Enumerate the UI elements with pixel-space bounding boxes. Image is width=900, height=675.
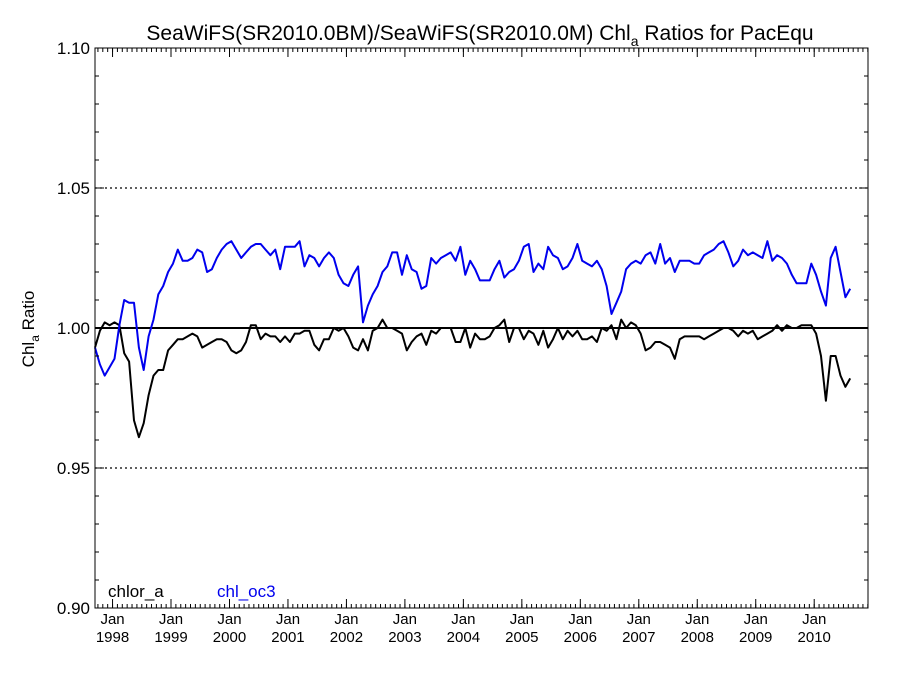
grid-layer	[95, 187, 868, 469]
x-tick-month-label: Jan	[451, 611, 475, 628]
x-tick-month-label: Jan	[217, 611, 241, 628]
axis-layer: 0.900.951.001.051.10Jan1998Jan1999Jan200…	[57, 39, 869, 646]
y-axis-label-tail: Ratio	[19, 291, 38, 335]
y-axis-label: Chla Ratio	[19, 291, 42, 368]
legend: chlor_a chl_oc3	[108, 582, 276, 601]
y-axis-label-subscript: a	[28, 335, 42, 342]
x-tick-month-label: Jan	[627, 611, 651, 628]
y-tick-label: 0.95	[57, 459, 90, 478]
x-tick-month-label: Jan	[334, 611, 358, 628]
x-tick-year-label: 2006	[564, 629, 597, 646]
chart-title-tail: Ratios for PacEqu	[639, 22, 814, 45]
x-tick-year-label: 2008	[681, 629, 714, 646]
chart-title-subscript: a	[631, 33, 639, 49]
x-tick-month-label: Jan	[568, 611, 592, 628]
y-axis-label-main: Chl	[19, 342, 38, 368]
legend-entry-chlor-a: chlor_a	[108, 582, 164, 601]
y-tick-label: 1.05	[57, 179, 90, 198]
y-tick-label: 1.00	[57, 319, 90, 338]
x-tick-year-label: 2003	[388, 629, 421, 646]
x-tick-month-label: Jan	[159, 611, 183, 628]
chart-title-main: SeaWiFS(SR2010.0BM)/SeaWiFS(SR2010.0M) C…	[146, 22, 630, 45]
x-tick-month-label: Jan	[744, 611, 768, 628]
y-tick-label: 1.10	[57, 39, 90, 58]
x-tick-year-label: 2004	[447, 629, 480, 646]
x-tick-year-label: 1999	[154, 629, 187, 646]
series-line-chlor-a	[94, 318, 852, 439]
x-tick-year-label: 2010	[798, 629, 831, 646]
y-tick-label: 0.90	[57, 599, 90, 618]
x-tick-year-label: 2000	[213, 629, 246, 646]
x-tick-year-label: 2005	[505, 629, 538, 646]
x-tick-month-label: Jan	[685, 611, 709, 628]
x-tick-month-label: Jan	[802, 611, 826, 628]
legend-entry-chl-oc3: chl_oc3	[217, 582, 276, 601]
x-tick-year-label: 1998	[96, 629, 129, 646]
x-tick-year-label: 2002	[330, 629, 363, 646]
x-tick-month-label: Jan	[393, 611, 417, 628]
x-tick-month-label: Jan	[100, 611, 124, 628]
chart-title: SeaWiFS(SR2010.0BM)/SeaWiFS(SR2010.0M) C…	[146, 22, 813, 49]
x-tick-year-label: 2001	[271, 629, 304, 646]
x-tick-year-label: 2009	[739, 629, 772, 646]
x-tick-year-label: 2007	[622, 629, 655, 646]
series-layer	[94, 240, 852, 439]
x-tick-month-label: Jan	[510, 611, 534, 628]
series-line-chl-oc3	[94, 240, 852, 377]
x-tick-month-label: Jan	[276, 611, 300, 628]
